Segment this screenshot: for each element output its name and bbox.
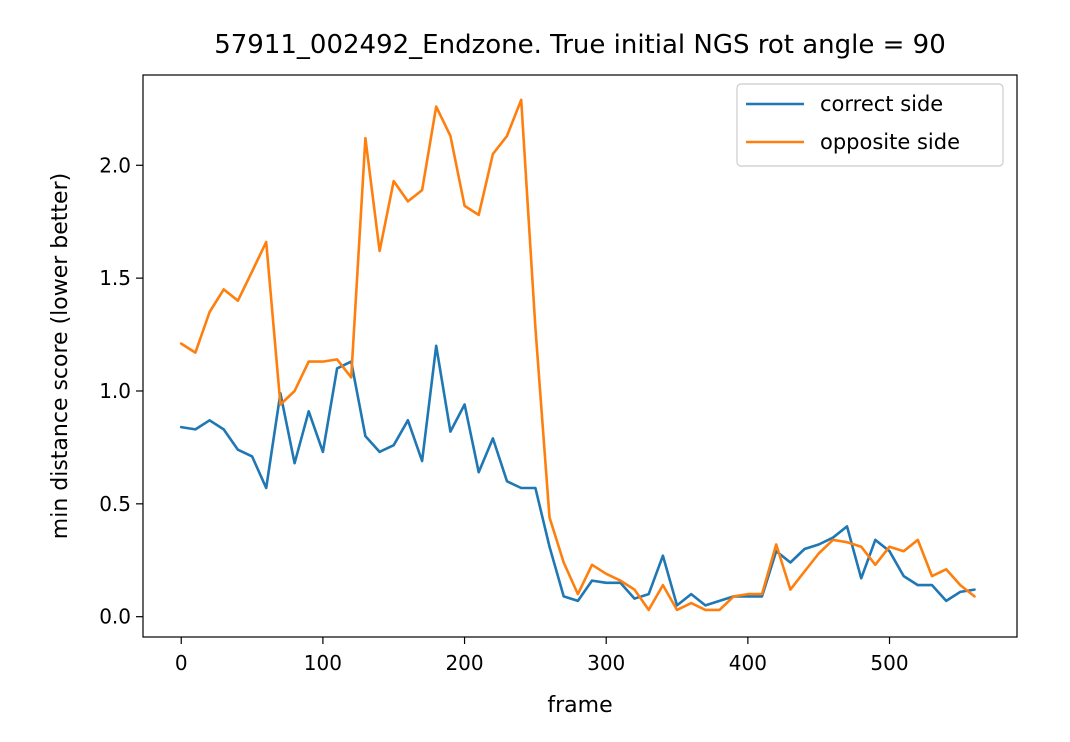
y-tick-label: 0.0: [99, 605, 131, 629]
x-tick-label: 100: [304, 651, 342, 675]
y-tick-label: 2.0: [99, 153, 131, 177]
series-layer: [179, 98, 976, 612]
x-tick-label: 300: [587, 651, 625, 675]
chart-title: 57911_002492_Endzone. True initial NGS r…: [214, 30, 946, 60]
y-tick-label: 1.0: [99, 379, 131, 403]
x-tick-label: 0: [175, 651, 188, 675]
x-tick-label: 200: [445, 651, 483, 675]
plot-area-frame: [142, 74, 1018, 638]
y-tick-label: 0.5: [99, 492, 131, 516]
legend-label: opposite side: [820, 130, 960, 154]
x-tick-label: 400: [729, 651, 767, 675]
y-axis-label: min distance score (lower better): [48, 173, 73, 539]
x-axis: 0 100 200 300 400 500: [175, 637, 909, 675]
series-line-correct-side: [179, 344, 976, 607]
x-tick-label: 500: [870, 651, 908, 675]
series-line-opposite-side: [179, 98, 976, 612]
y-tick-label: 1.5: [99, 266, 131, 290]
y-axis: 0.0 0.5 1.0 1.5 2.0: [99, 153, 143, 629]
x-axis-label: frame: [547, 693, 612, 718]
legend-label: correct side: [820, 92, 943, 116]
legend: correct side opposite side: [736, 83, 1004, 167]
